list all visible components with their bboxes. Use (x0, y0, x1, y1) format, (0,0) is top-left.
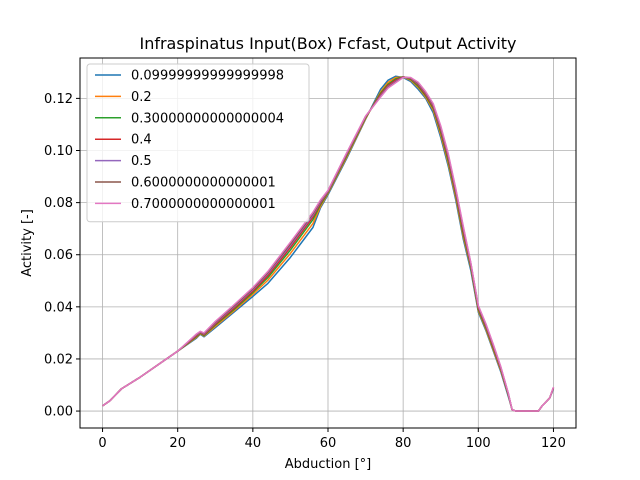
x-tick-label: 100 (466, 436, 491, 451)
legend-box (86, 63, 310, 223)
x-axis-label: Abduction [°] (285, 457, 371, 472)
y-tick-label: 0.12 (44, 92, 73, 107)
legend-entry: 0.4 (131, 133, 152, 148)
y-tick-label: 0.10 (44, 144, 73, 159)
y-axis-ticks: 0.00 0.02 0.04 0.06 0.08 0.10 0.12 (44, 92, 80, 420)
legend-entry: 0.2 (131, 90, 152, 105)
x-axis-ticks: 0 20 40 60 80 100 120 (98, 428, 566, 451)
y-axis-label: Activity [-] (20, 209, 35, 277)
legend: 0.09999999999999998 0.2 0.3000000000000000… (86, 63, 310, 223)
y-tick-label: 0.02 (44, 352, 73, 367)
x-tick-label: 80 (395, 436, 412, 451)
x-tick-label: 120 (541, 436, 566, 451)
y-tick-label: 0.00 (44, 405, 73, 420)
x-tick-label: 60 (320, 436, 337, 451)
legend-entry: 0.5 (131, 154, 152, 169)
y-tick-label: 0.04 (44, 300, 73, 315)
legend-entry: 0.6000000000000001 (131, 176, 276, 191)
chart-title: Infraspinatus Input(Box) Fcfast, Output … (139, 34, 516, 53)
legend-entry: 0.30000000000000004 (131, 111, 284, 126)
legend-entry: 0.7000000000000001 (131, 197, 276, 212)
x-tick-label: 20 (169, 436, 186, 451)
y-tick-label: 0.08 (44, 196, 73, 211)
x-tick-label: 40 (245, 436, 262, 451)
y-tick-label: 0.06 (44, 248, 73, 263)
series-lines (102, 75, 555, 412)
x-tick-label: 0 (98, 436, 106, 451)
legend-entry: 0.09999999999999998 (131, 69, 284, 84)
series-line-7 (102, 76, 555, 412)
